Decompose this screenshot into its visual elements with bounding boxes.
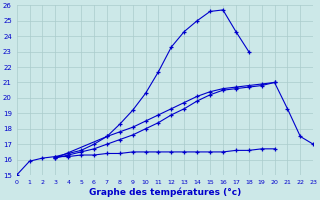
X-axis label: Graphe des températures (°c): Graphe des températures (°c) xyxy=(89,188,241,197)
